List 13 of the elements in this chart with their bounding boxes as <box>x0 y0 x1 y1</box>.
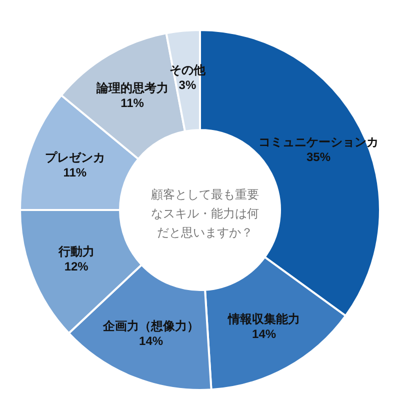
slice-label: 企画力（想像力） <box>102 319 200 334</box>
data-label: 14% <box>252 327 276 342</box>
data-label: 11% <box>120 96 144 110</box>
slice-label: 情報収集能力 <box>227 312 300 326</box>
text: 顧客として最も重要なスキル・能力は何だと思いますか？ <box>151 188 259 240</box>
data-label: 11% <box>63 165 87 180</box>
slice-label: プレゼンカ <box>44 150 105 164</box>
slice-label: 論理的思考力 <box>95 81 168 96</box>
data-label: 14% <box>139 334 164 348</box>
data-label: 35% <box>306 150 331 164</box>
data-label: 3% <box>178 78 196 92</box>
data-label: 12% <box>64 259 89 274</box>
slice-label: 行動力 <box>57 244 94 258</box>
